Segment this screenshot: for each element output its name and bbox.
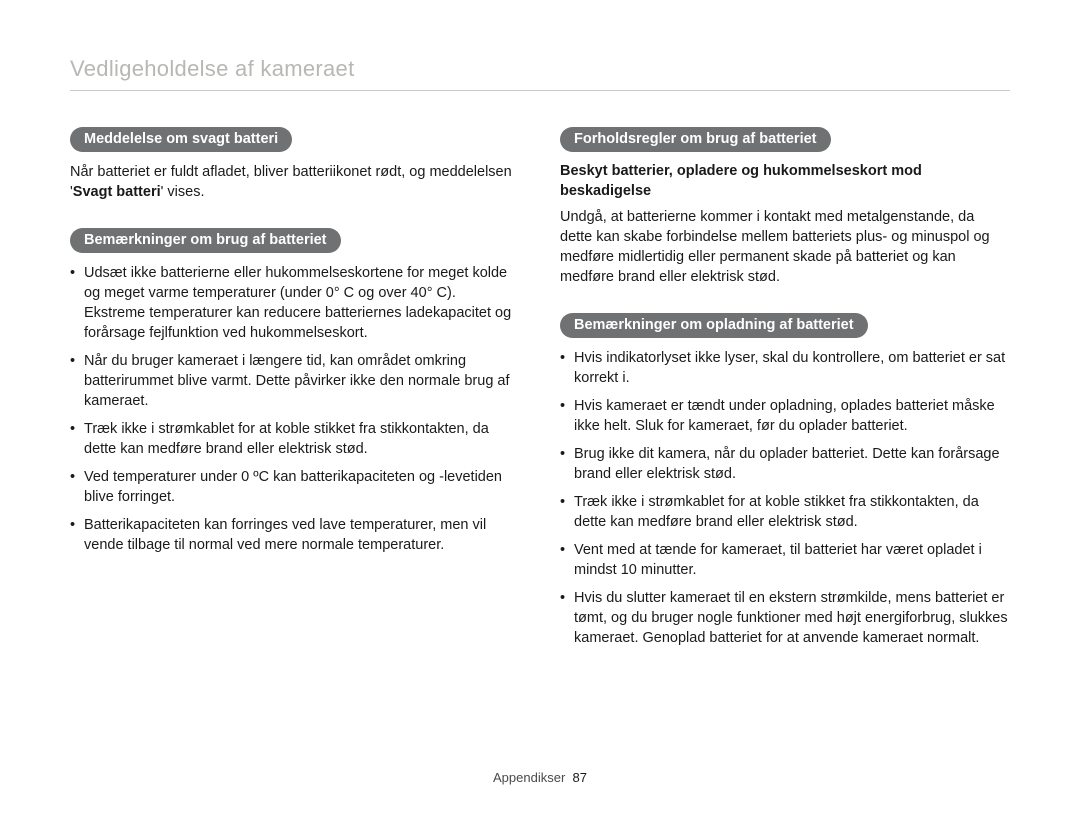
list-item: Træk ikke i strømkablet for at koble sti… [560, 492, 1010, 532]
page-number: 87 [573, 770, 587, 785]
paragraph: Når batteriet er fuldt afladet, bliver b… [70, 162, 520, 202]
list-item: Brug ikke dit kamera, når du oplader bat… [560, 444, 1010, 484]
section-battery-precautions: Forholdsregler om brug af batteriet Besk… [560, 127, 1010, 287]
list-item: Hvis kameraet er tændt under opladning, … [560, 396, 1010, 436]
section-battery-usage-notes: Bemærkninger om brug af batteriet Udsæt … [70, 228, 520, 555]
pill-heading: Meddelelse om svagt batteri [70, 127, 292, 152]
pill-heading: Forholdsregler om brug af batteriet [560, 127, 831, 152]
paragraph: Undgå, at batterierne kommer i kontakt m… [560, 207, 1010, 287]
section-charging-notes: Bemærkninger om opladning af batteriet H… [560, 313, 1010, 648]
right-column: Forholdsregler om brug af batteriet Besk… [560, 127, 1010, 674]
pill-heading: Bemærkninger om opladning af batteriet [560, 313, 868, 338]
section-low-battery: Meddelelse om svagt batteri Når batterie… [70, 127, 520, 202]
two-column-layout: Meddelelse om svagt batteri Når batterie… [70, 127, 1010, 674]
list-item: Træk ikke i strømkablet for at koble sti… [70, 419, 520, 459]
bullet-list: Udsæt ikke batterierne eller hukommelses… [70, 263, 520, 555]
list-item: Hvis du slutter kameraet til en ekstern … [560, 588, 1010, 648]
bold-text: Svagt batteri [73, 184, 161, 200]
sub-heading: Beskyt batterier, opladere og hukommelse… [560, 162, 1010, 201]
left-column: Meddelelse om svagt batteri Når batterie… [70, 127, 520, 674]
list-item: Når du bruger kameraet i længere tid, ka… [70, 351, 520, 411]
footer-label: Appendikser [493, 770, 565, 785]
pill-heading: Bemærkninger om brug af batteriet [70, 228, 341, 253]
list-item: Hvis indikatorlyset ikke lyser, skal du … [560, 348, 1010, 388]
list-item: Ved temperaturer under 0 ºC kan batterik… [70, 467, 520, 507]
page-footer: Appendikser 87 [0, 770, 1080, 785]
page-title: Vedligeholdelse af kameraet [70, 56, 1010, 91]
list-item: Vent med at tænde for kameraet, til batt… [560, 540, 1010, 580]
text-run: ' vises. [161, 184, 205, 200]
list-item: Batterikapaciteten kan forringes ved lav… [70, 515, 520, 555]
list-item: Udsæt ikke batterierne eller hukommelses… [70, 263, 520, 343]
bullet-list: Hvis indikatorlyset ikke lyser, skal du … [560, 348, 1010, 648]
